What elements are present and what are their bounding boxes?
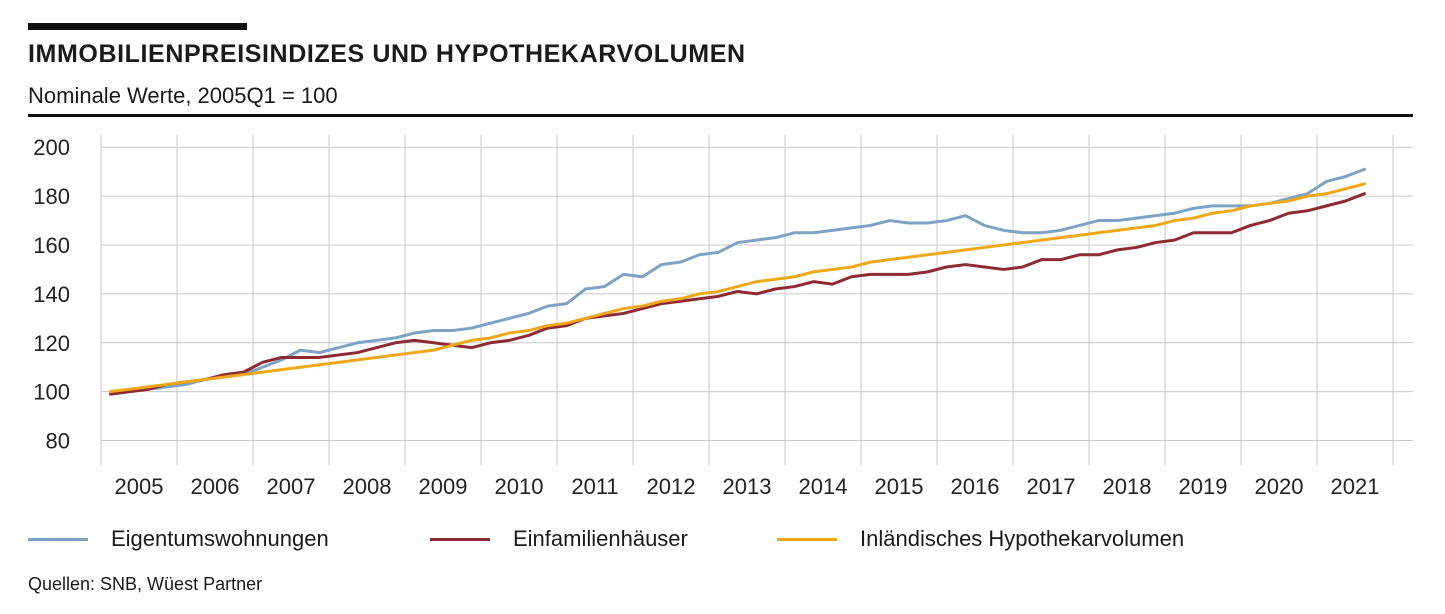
series-line-3 [109, 182, 1366, 394]
series-line-1 [109, 167, 1366, 396]
series-line-2 [109, 192, 1366, 396]
legend-label-einfamilienhaeuser: Einfamilienhäuser [513, 526, 688, 551]
x-tick-label: 2007 [267, 474, 316, 499]
x-tick-label: 2005 [115, 474, 164, 499]
x-tick-label: 2015 [875, 474, 924, 499]
x-tick-label: 2020 [1255, 474, 1304, 499]
legend-item-einfamilienhaeuser: Einfamilienhäuser [430, 526, 688, 552]
y-tick-label: 120 [33, 331, 70, 356]
header-rule [28, 114, 1413, 117]
y-tick-label: 200 [33, 135, 70, 160]
x-tick-label: 2009 [419, 474, 468, 499]
legend-label-hypothekarvolumen: Inländisches Hypothekarvolumen [860, 526, 1185, 551]
chart-title: IMMOBILIENPREISINDIZES UND HYPOTHEKARVOL… [28, 40, 746, 68]
y-tick-label: 80 [46, 429, 70, 454]
y-tick-label: 180 [33, 184, 70, 209]
legend-label-eigentumswohnungen: Eigentumswohnungen [111, 526, 329, 551]
legend-item-hypothekarvolumen: Inländisches Hypothekarvolumen [777, 526, 1184, 552]
legend-swatch-eigentumswohnungen [28, 537, 88, 541]
x-tick-label: 2019 [1179, 474, 1228, 499]
x-tick-label: 2018 [1103, 474, 1152, 499]
x-tick-label: 2011 [571, 474, 618, 499]
source-note: Quellen: SNB, Wüest Partner [28, 574, 263, 594]
x-tick-label: 2006 [191, 474, 240, 499]
x-tick-label: 2017 [1027, 474, 1076, 499]
title-accent-bar [28, 23, 247, 30]
legend-item-eigentumswohnungen: Eigentumswohnungen [28, 526, 329, 552]
x-tick-label: 2021 [1331, 474, 1380, 499]
x-tick-label: 2010 [495, 474, 544, 499]
x-tick-label: 2012 [647, 474, 696, 499]
y-tick-label: 100 [33, 380, 70, 405]
x-tick-label: 2016 [951, 474, 1000, 499]
y-tick-label: 140 [33, 282, 70, 307]
chart-subtitle: Nominale Werte, 2005Q1 = 100 [28, 83, 338, 108]
y-tick-label: 160 [33, 233, 70, 258]
legend-swatch-einfamilienhaeuser [430, 537, 490, 541]
x-tick-label: 2013 [723, 474, 772, 499]
x-tick-label: 2014 [799, 474, 848, 499]
x-tick-label: 2008 [343, 474, 392, 499]
legend-swatch-hypothekarvolumen [777, 537, 837, 541]
